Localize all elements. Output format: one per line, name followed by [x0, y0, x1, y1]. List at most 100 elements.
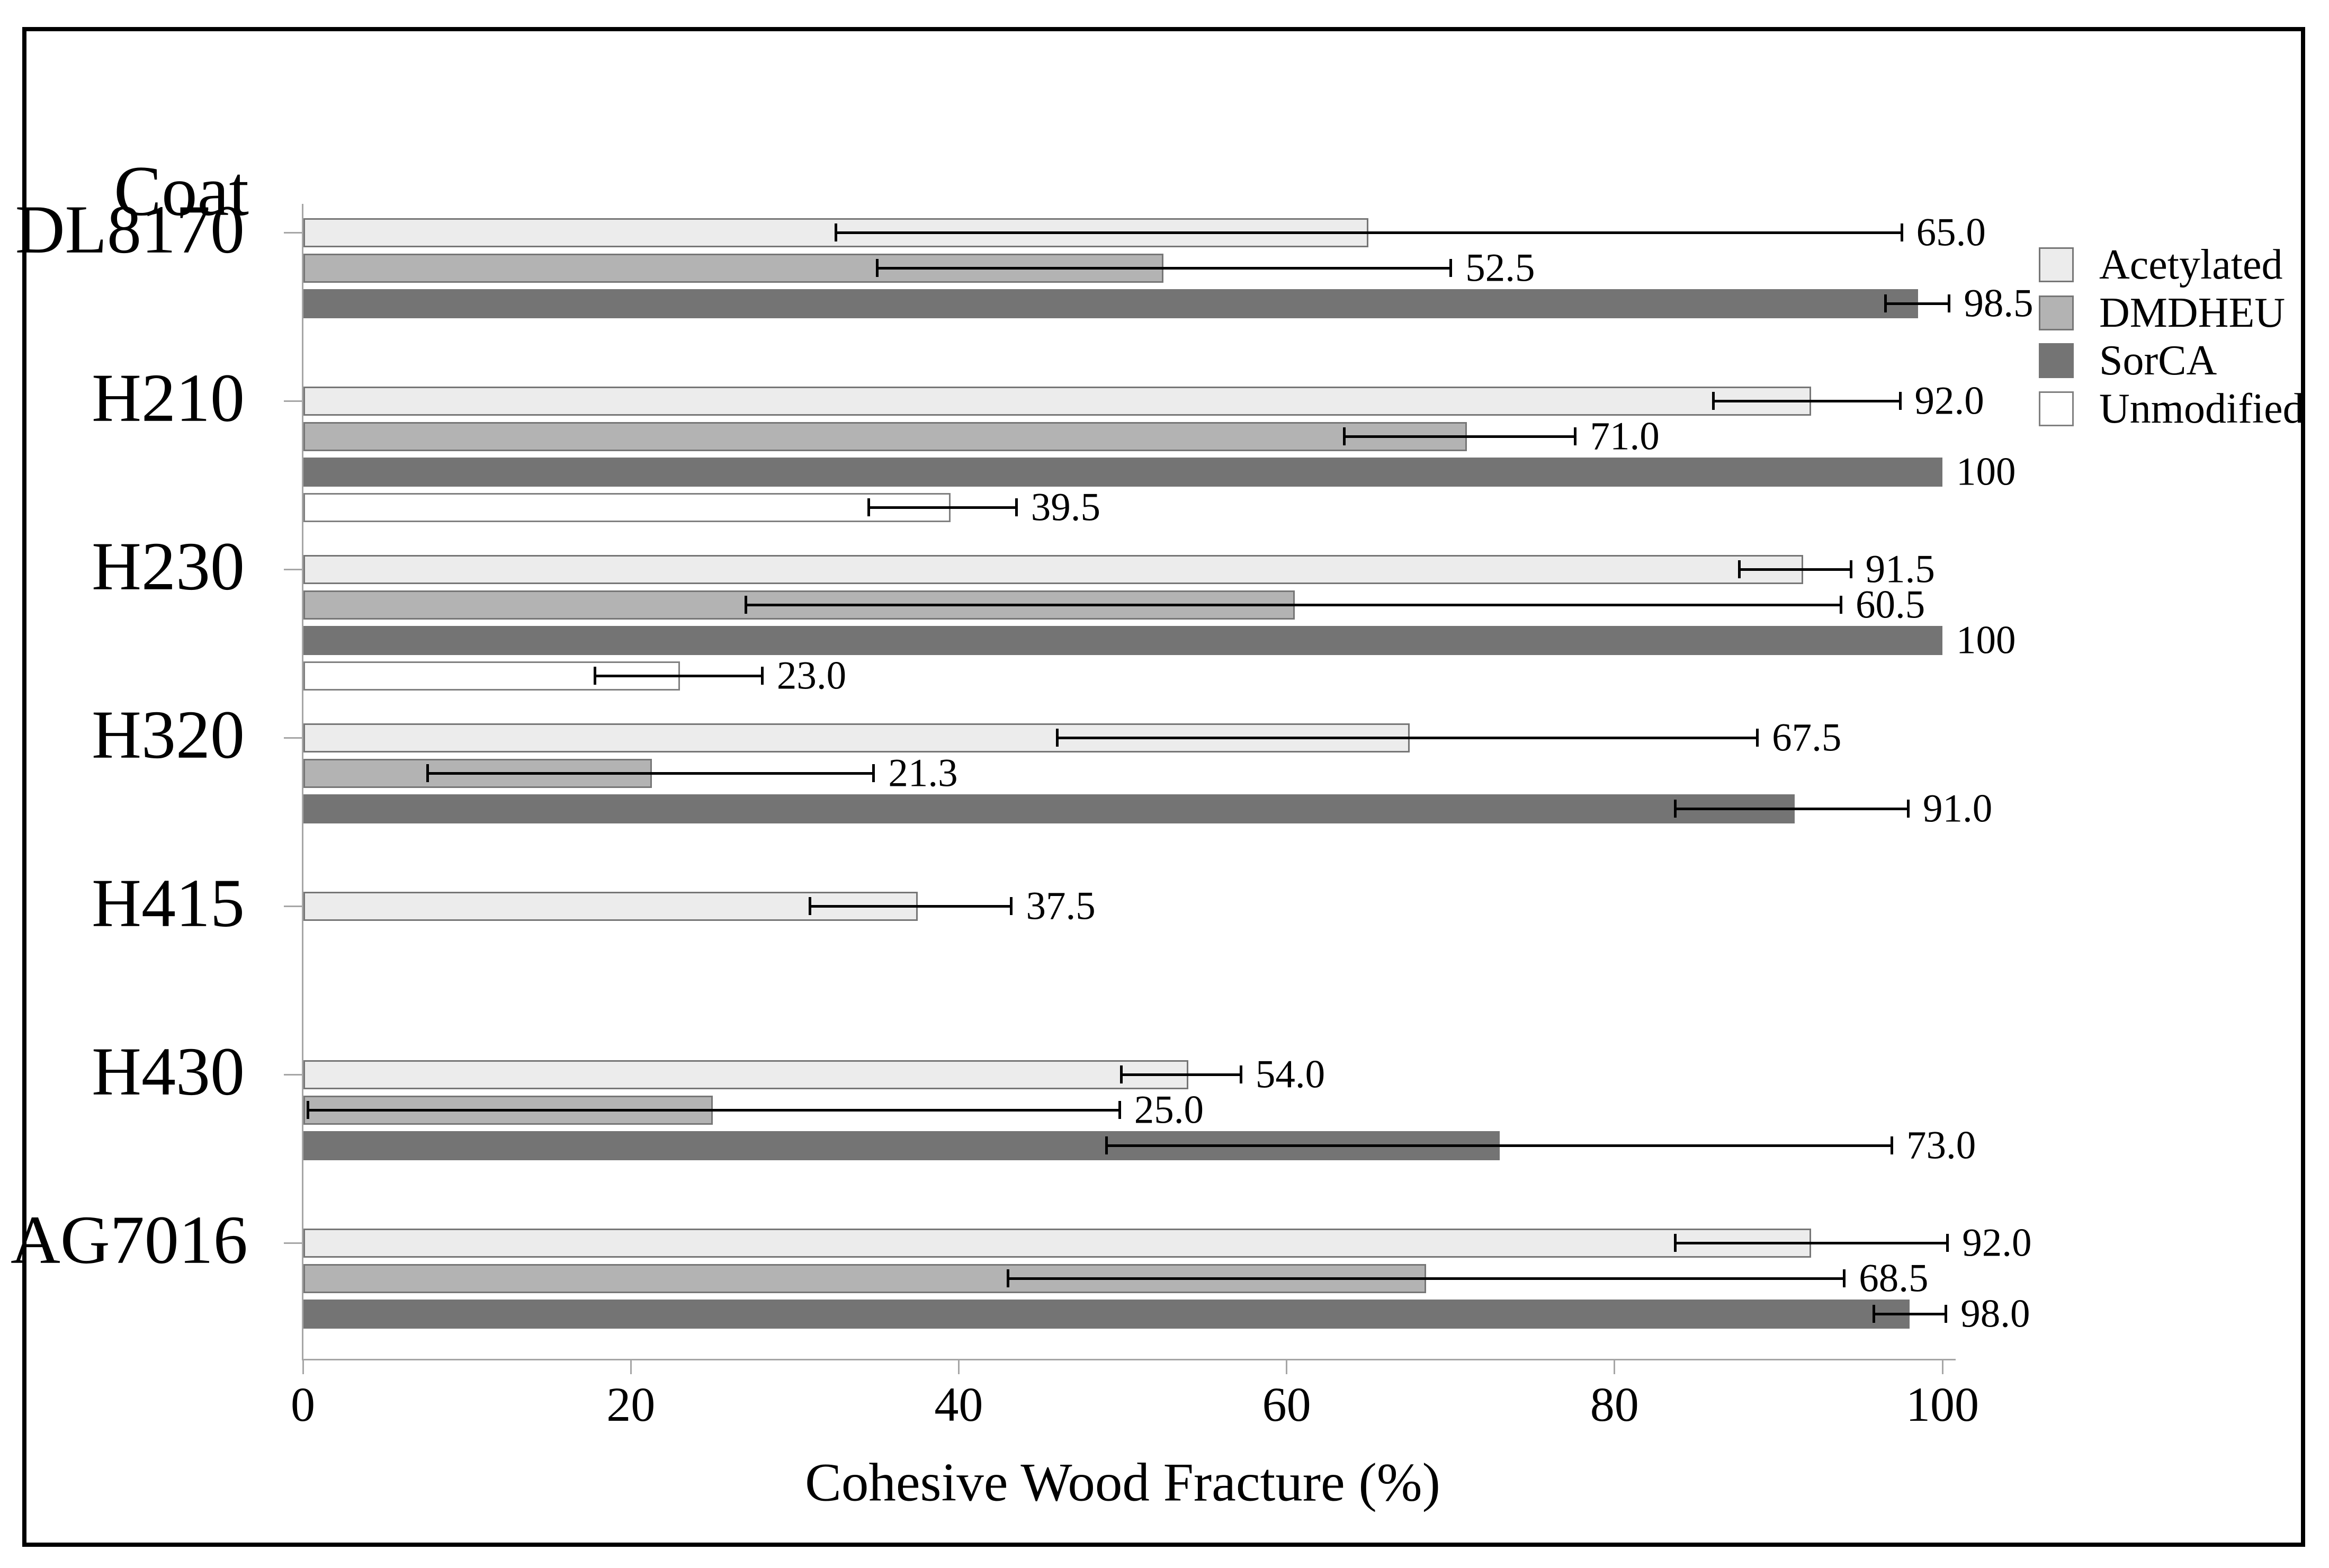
- x-tick-label: 0: [291, 1377, 315, 1431]
- value-label-H415-Acetylated: 37.5: [1026, 884, 1096, 928]
- value-label-DL8170-SorCA: 98.5: [1964, 281, 2034, 326]
- value-label-H320-Acetylated: 67.5: [1772, 715, 1842, 760]
- error-bar-cap-left: [1738, 560, 1741, 578]
- y-axis-tick: [284, 1242, 302, 1244]
- error-bar-H320-DMDHEU: [427, 772, 874, 775]
- error-bar-DL8170-Acetylated: [836, 231, 1902, 234]
- value-label-AG7016-SorCA: 98.0: [1960, 1292, 2030, 1336]
- x-tick-label: 80: [1590, 1377, 1639, 1431]
- error-bar-cap-left: [1119, 1065, 1123, 1083]
- x-axis-tick: [957, 1360, 960, 1374]
- error-bar-AG7016-DMDHEU: [1008, 1277, 1844, 1280]
- value-label-AG7016-DMDHEU: 68.5: [1859, 1256, 1929, 1301]
- error-bar-cap-left: [744, 596, 747, 614]
- error-bar-H210-Unmodified: [868, 506, 1016, 509]
- bar-H320-SorCA: [303, 794, 1795, 823]
- error-bar-cap-left: [808, 897, 811, 915]
- group-label-DL8170: DL8170: [15, 191, 245, 268]
- error-bar-cap-right: [1945, 1305, 1948, 1323]
- y-axis-tick: [284, 1074, 302, 1076]
- error-bar-cap-right: [1900, 223, 1903, 241]
- error-bar-cap-left: [1674, 1234, 1677, 1252]
- error-bar-cap-left: [1872, 1305, 1875, 1323]
- legend-swatch-Acetylated: [2039, 247, 2074, 282]
- group-label-AG7016: AG7016: [11, 1202, 248, 1278]
- x-tick-label: 60: [1262, 1377, 1311, 1431]
- error-bar-cap-left: [1105, 1136, 1108, 1154]
- error-bar-cap-right: [1239, 1065, 1242, 1083]
- legend-label-DMDHEU: DMDHEU: [2099, 289, 2286, 336]
- error-bar-cap-left: [867, 498, 871, 516]
- group-label-H430: H430: [92, 1033, 245, 1110]
- x-tick-label: 100: [1906, 1377, 1979, 1431]
- bar-H230-SorCA: [303, 625, 1942, 655]
- legend-label-Acetylated: Acetylated: [2099, 241, 2283, 288]
- y-axis-line: [302, 204, 303, 1360]
- error-bar-H230-Unmodified: [595, 674, 762, 677]
- error-bar-cap-right: [1010, 897, 1013, 915]
- error-bar-DL8170-SorCA: [1885, 302, 1949, 305]
- error-bar-cap-right: [1849, 560, 1852, 578]
- error-bar-cap-left: [1056, 729, 1059, 747]
- error-bar-H230-Acetylated: [1739, 568, 1851, 571]
- value-label-DL8170-Acetylated: 65.0: [1916, 210, 1986, 255]
- x-tick-label: 20: [606, 1377, 656, 1431]
- group-label-H210: H210: [92, 360, 245, 436]
- value-label-H320-DMDHEU: 21.3: [888, 751, 958, 795]
- value-label-H230-Acetylated: 91.5: [1865, 547, 1935, 592]
- value-label-H210-Acetylated: 92.0: [1914, 379, 1984, 423]
- bar-H210-DMDHEU: [303, 422, 1467, 451]
- error-bar-H210-DMDHEU: [1343, 435, 1575, 438]
- error-bar-cap-left: [1712, 392, 1715, 410]
- error-bar-H210-Acetylated: [1713, 399, 1900, 402]
- error-bar-H430-SorCA: [1106, 1144, 1892, 1147]
- error-bar-cap-left: [307, 1101, 310, 1119]
- bar-DL8170-SorCA: [303, 289, 1918, 318]
- error-bar-H430-Acetylated: [1121, 1073, 1241, 1076]
- error-bar-cap-left: [1884, 294, 1887, 312]
- value-label-H430-Acetylated: 54.0: [1255, 1052, 1325, 1097]
- error-bar-cap-right: [760, 667, 764, 685]
- bar-H210-SorCA: [303, 457, 1942, 487]
- y-axis-title: Coat: [114, 151, 249, 231]
- value-label-H230-DMDHEU: 60.5: [1856, 583, 1925, 627]
- error-bar-cap-right: [1118, 1101, 1121, 1119]
- legend-swatch-SorCA: [2039, 343, 2074, 378]
- bar-AG7016-SorCA: [303, 1299, 1910, 1329]
- error-bar-cap-left: [1342, 427, 1346, 445]
- error-bar-H230-DMDHEU: [745, 603, 1841, 606]
- x-tick-label: 40: [934, 1377, 983, 1431]
- figure-frame: [22, 27, 2305, 1547]
- error-bar-H415-Acetylated: [809, 904, 1011, 908]
- error-bar-cap-left: [875, 259, 879, 277]
- error-bar-cap-right: [872, 764, 875, 782]
- legend-swatch-Unmodified: [2039, 391, 2074, 426]
- legend-label-SorCA: SorCA: [2099, 337, 2217, 384]
- value-label-H210-Unmodified: 39.5: [1031, 485, 1100, 530]
- x-axis-tick: [630, 1360, 632, 1374]
- error-bar-cap-right: [1948, 294, 1951, 312]
- value-label-H230-SorCA: 100: [1956, 618, 2016, 662]
- value-label-H210-DMDHEU: 71.0: [1590, 414, 1660, 459]
- error-bar-H320-SorCA: [1675, 807, 1908, 810]
- value-label-AG7016-Acetylated: 92.0: [1962, 1221, 2032, 1265]
- error-bar-cap-left: [1674, 800, 1677, 818]
- error-bar-cap-right: [1898, 392, 1902, 410]
- x-axis-tick: [1614, 1360, 1616, 1374]
- error-bar-cap-right: [1574, 427, 1577, 445]
- error-bar-cap-right: [1891, 1136, 1894, 1154]
- bar-H430-Acetylated: [303, 1060, 1188, 1089]
- error-bar-cap-right: [1840, 596, 1843, 614]
- x-axis-line: [302, 1359, 1956, 1360]
- bar-H210-Acetylated: [303, 386, 1812, 416]
- x-axis-tick: [1286, 1360, 1288, 1374]
- error-bar-cap-right: [1906, 800, 1910, 818]
- group-label-H415: H415: [92, 865, 245, 942]
- bar-AG7016-Acetylated: [303, 1228, 1812, 1258]
- error-bar-cap-left: [426, 764, 429, 782]
- y-axis-tick: [284, 737, 302, 739]
- value-label-H320-SorCA: 91.0: [1922, 786, 1993, 831]
- y-axis-tick: [284, 569, 302, 570]
- error-bar-cap-left: [835, 223, 838, 241]
- value-label-DL8170-DMDHEU: 52.5: [1465, 246, 1535, 290]
